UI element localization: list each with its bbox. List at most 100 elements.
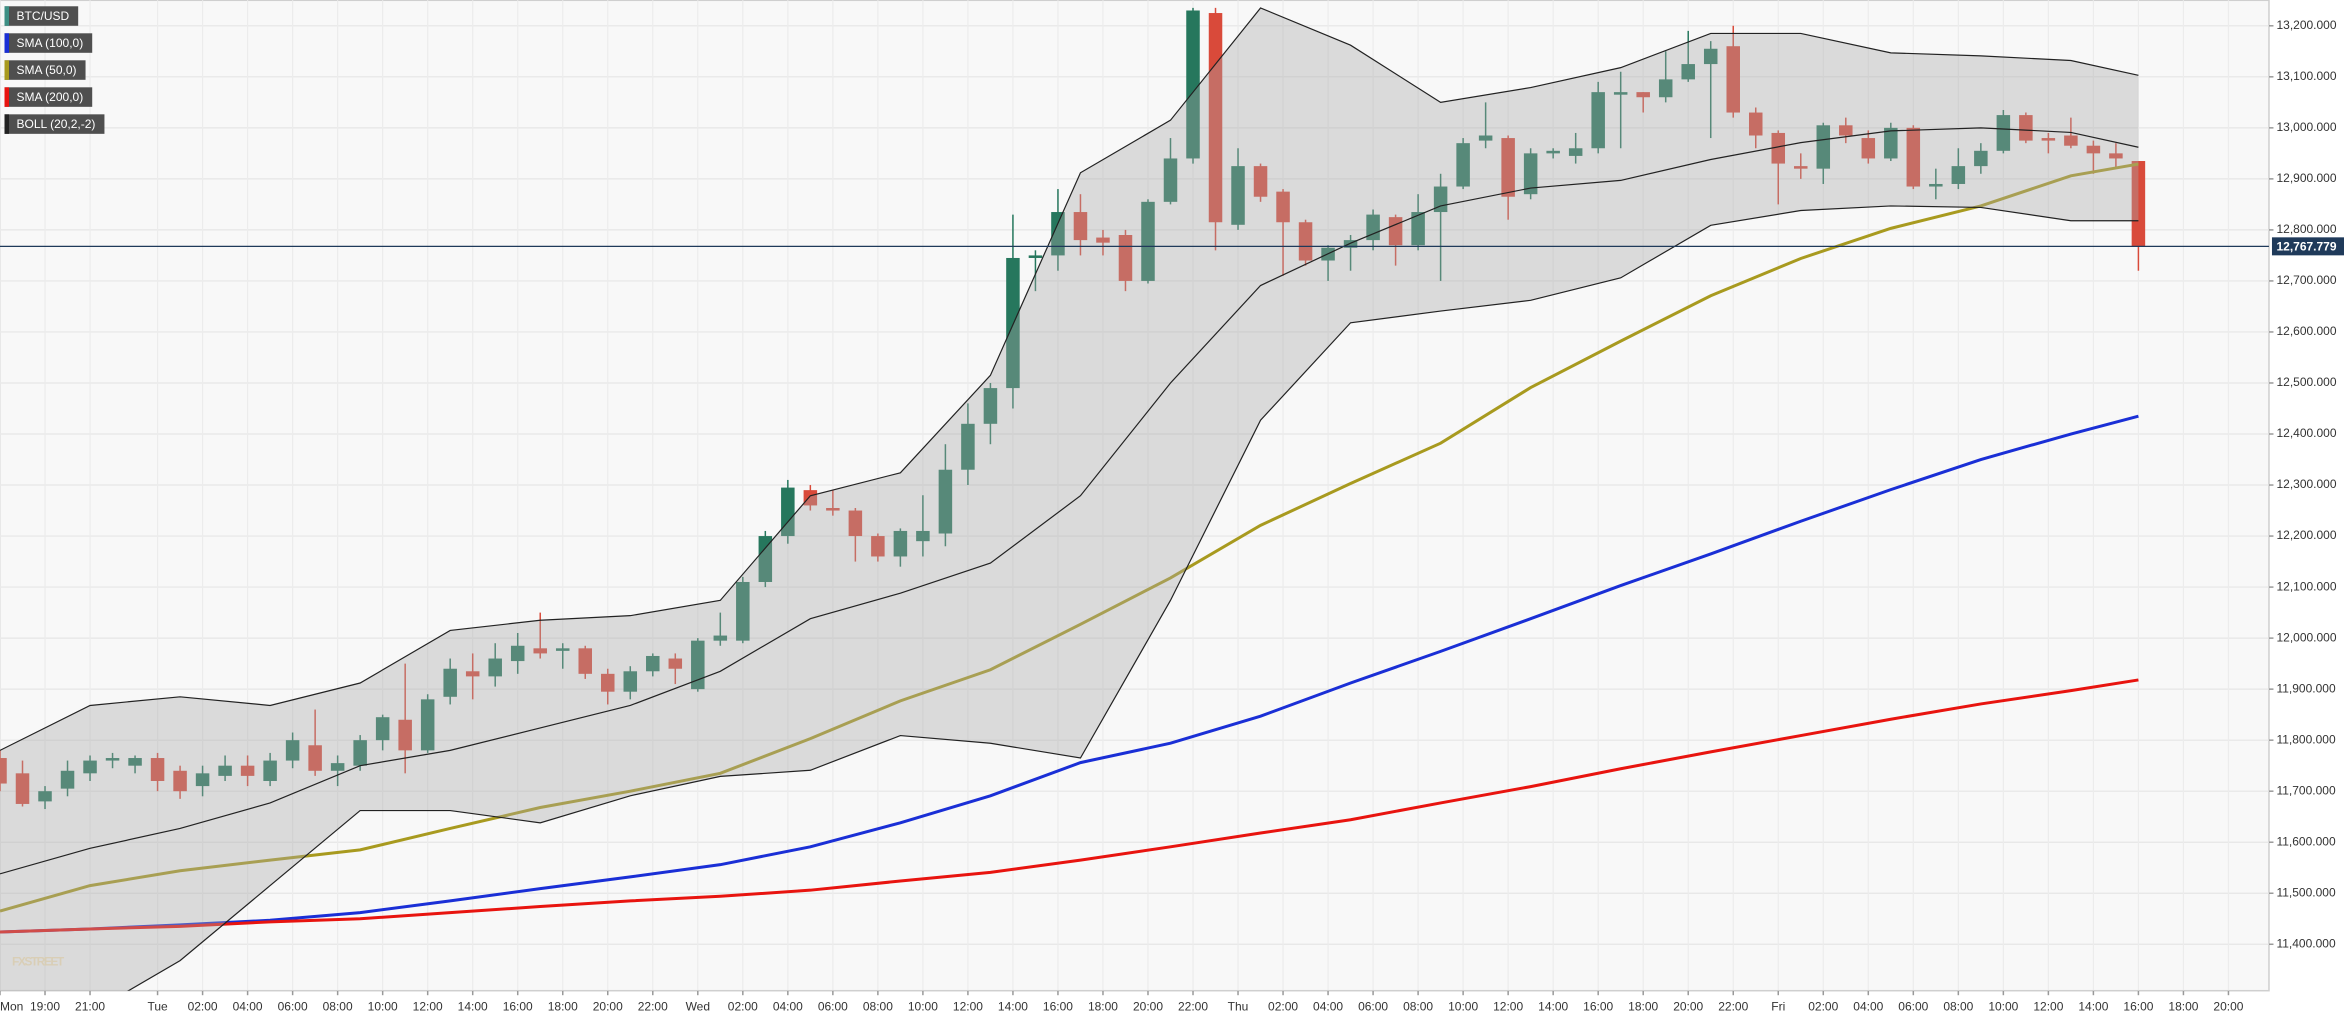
x-tick-label: 04:00 <box>1853 999 1883 1013</box>
x-tick-label: 08:00 <box>863 999 893 1013</box>
y-tick-label: 13,200.000 <box>2276 18 2336 32</box>
y-tick-label: 12,100.000 <box>2276 579 2336 593</box>
candle-body <box>1974 150 1988 167</box>
candle-body <box>938 469 953 534</box>
x-tick-label: 02:00 <box>728 999 758 1013</box>
candle-body <box>1996 115 2011 151</box>
y-tick-label: 11,400.000 <box>2276 936 2335 950</box>
legend-swatch <box>4 87 10 107</box>
x-tick-label: 14:00 <box>2078 999 2108 1013</box>
x-tick-label: 16:00 <box>2123 999 2153 1013</box>
candle-body <box>736 581 750 641</box>
x-tick-label: 14:00 <box>1538 999 1568 1013</box>
candle-body <box>240 765 255 776</box>
candle-body <box>646 655 660 672</box>
candle-body <box>601 673 615 692</box>
candle-body <box>1794 166 1808 169</box>
candle-body <box>1208 13 1223 223</box>
y-tick-label: 13,000.000 <box>2276 120 2336 134</box>
x-tick-label: 04:00 <box>233 999 263 1013</box>
y-tick-label: 12,400.000 <box>2276 426 2336 440</box>
y-tick-label: 12,000.000 <box>2276 630 2336 644</box>
candle-body <box>1613 92 1628 95</box>
legend-box <box>4 87 93 107</box>
x-tick-label: 10:00 <box>1988 999 2018 1013</box>
x-tick-label: 12:00 <box>953 999 983 1013</box>
x-tick-label: 20:00 <box>1133 999 1163 1013</box>
candle-body <box>150 758 165 781</box>
x-tick-label: 12:00 <box>1493 999 1523 1013</box>
plot <box>0 7 2269 991</box>
candle-body <box>578 648 593 674</box>
candle-body <box>2109 153 2123 159</box>
x-tick-label: 16:00 <box>503 999 533 1013</box>
candle-body <box>1681 64 1695 80</box>
candle-body <box>1028 255 1043 258</box>
legend-label: SMA (200,0) <box>17 90 84 104</box>
watermark: FXSTREET <box>12 954 65 968</box>
y-tick-label: 12,900.000 <box>2276 171 2336 185</box>
candle-body <box>1343 240 1358 248</box>
x-tick-label: 08:00 <box>1943 999 1973 1013</box>
candle-body <box>60 770 75 789</box>
bollinger-upper <box>0 7 2139 751</box>
candle-body <box>353 740 367 766</box>
candle-body <box>1501 138 1515 197</box>
candle-body <box>848 510 863 537</box>
x-tick-label: 06:00 <box>818 999 848 1013</box>
sma-line <box>0 414 2139 934</box>
legend-swatch <box>4 6 10 26</box>
candle-body <box>781 487 795 537</box>
candle-body <box>961 423 975 470</box>
candle-body <box>2086 145 2101 154</box>
axes: 11,400.000 11,500.000 11,600.000 11,700.000… <box>0 18 2344 1013</box>
x-tick-label: 08:00 <box>1403 999 1433 1013</box>
candle-body <box>803 490 818 506</box>
legend-box <box>4 60 86 80</box>
candle-body <box>443 668 457 697</box>
x-tick-label: 06:00 <box>1358 999 1388 1013</box>
y-tick-label: 12,800.000 <box>2276 222 2336 236</box>
candle-body <box>533 648 547 654</box>
candle-body <box>0 758 7 784</box>
candle-body <box>1839 125 1853 136</box>
y-tick-label: 11,600.000 <box>2276 834 2335 848</box>
candle-body <box>1816 125 1831 169</box>
candle-body <box>1929 183 1943 187</box>
x-tick-label: 04:00 <box>1313 999 1343 1013</box>
x-tick-label: Thu <box>1228 999 1249 1013</box>
x-tick-label: 02:00 <box>1808 999 1838 1013</box>
candle-body <box>758 536 773 582</box>
candle-body <box>1163 158 1178 202</box>
candle-body <box>218 765 232 776</box>
x-tick-label: 21:00 <box>75 999 105 1013</box>
y-tick-label: 12,700.000 <box>2276 273 2336 287</box>
candle-body <box>1073 212 1088 241</box>
x-tick-label: 18:00 <box>2168 999 2198 1013</box>
legend-box <box>4 33 93 53</box>
candle-body <box>1051 212 1065 256</box>
candle-body <box>83 760 97 774</box>
candle-body <box>555 648 570 651</box>
legend-label: BOLL (20,2,-2) <box>17 117 96 131</box>
candle-body <box>1771 132 1786 164</box>
candle-body <box>2041 138 2056 141</box>
candle-body <box>1478 135 1493 141</box>
y-tick-label: 12,500.000 <box>2276 375 2336 389</box>
legend: BTC/USD SMA (100,0) SMA (50,0) SMA (200,0) B… <box>4 6 105 134</box>
candle-body <box>1523 153 1538 195</box>
plot-area <box>0 0 2270 992</box>
candle-body <box>1411 212 1425 246</box>
bollinger-middle <box>0 127 2139 875</box>
legend-label: BTC/USD <box>17 9 70 23</box>
candle-body <box>1253 166 1268 197</box>
legend-box <box>4 114 105 134</box>
y-tick-label: 13,100.000 <box>2276 69 2336 83</box>
x-tick-label: 19:00 <box>30 999 60 1013</box>
x-tick-label: 18:00 <box>548 999 578 1013</box>
candle-body <box>623 671 638 692</box>
x-tick-label: 12:00 <box>2033 999 2063 1013</box>
x-tick-label: 22:00 <box>638 999 668 1013</box>
candle-body <box>488 658 502 677</box>
y-tick-label: 11,800.000 <box>2276 732 2335 746</box>
